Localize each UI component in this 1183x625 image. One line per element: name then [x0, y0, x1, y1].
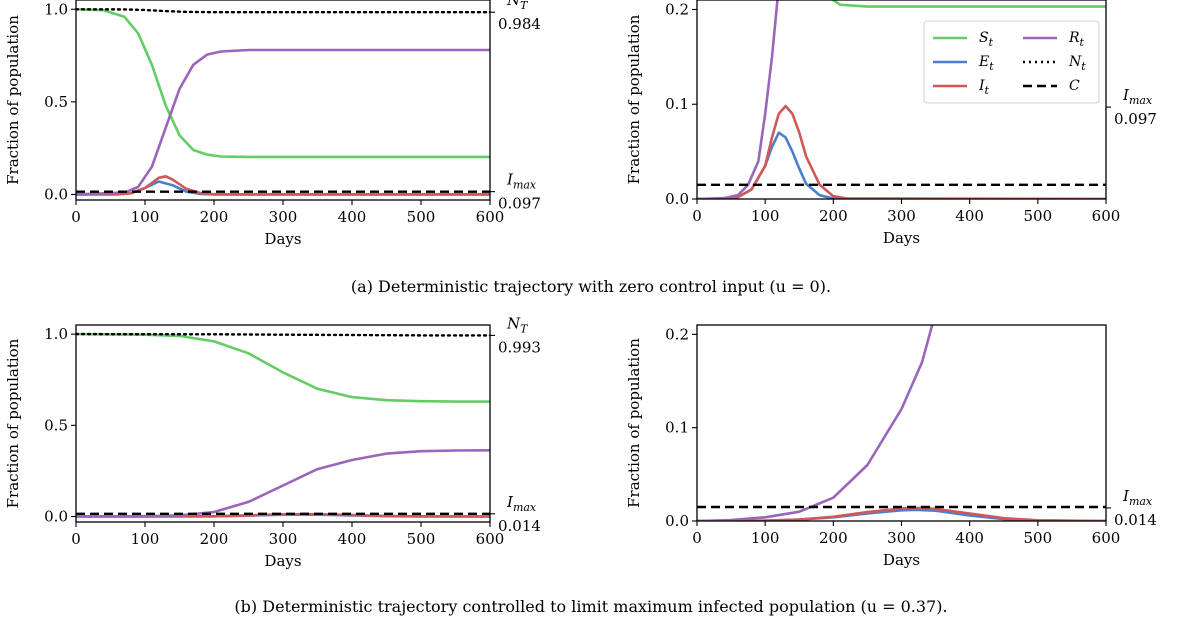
series-line-N	[76, 8, 490, 14]
x-tick-label: 0	[692, 529, 702, 547]
caption-b: (b) Deterministic trajectory controlled …	[234, 597, 947, 616]
series-group	[76, 332, 490, 518]
x-tick-label: 400	[338, 208, 367, 226]
x-tick-label: 500	[407, 208, 436, 226]
series-line-S	[76, 332, 490, 403]
x-tick-label: 600	[476, 208, 505, 226]
legend-label-C: C	[1069, 78, 1080, 94]
legend-label-N: Nt	[1068, 54, 1086, 73]
x-tick-label: 200	[200, 530, 229, 548]
right-label-name: Imax	[1122, 487, 1153, 508]
legend-label-S: St	[979, 30, 994, 49]
x-tick-label: 100	[751, 529, 780, 547]
series-line-R	[697, 325, 934, 521]
chart-b-zoom: 0 100 200 300 400 500 600 0.0 0.1 0.2 Days Fraction…	[625, 324, 1157, 569]
y-axis-label: Fraction of population	[625, 338, 643, 508]
x-axis-label: Days	[264, 552, 301, 570]
y-tick-label: 0.0	[665, 190, 689, 208]
caption-a: (a) Deterministic trajectory with zero c…	[351, 277, 831, 296]
x-tick-label: 0	[71, 530, 81, 548]
x-tick-label: 300	[269, 208, 298, 226]
right-label-name: Imax	[1122, 86, 1153, 107]
x-tick-label: 400	[955, 529, 984, 547]
x-tick-label: 300	[887, 529, 916, 547]
y-tick-label: 0.2	[665, 0, 689, 18]
series-line-E	[697, 131, 1106, 199]
series-group	[76, 8, 490, 196]
y-axis-label: Fraction of population	[625, 14, 643, 184]
right-label-value: 0.097	[1114, 110, 1157, 128]
series-line-I	[697, 104, 1106, 199]
series-line-R	[697, 0, 779, 199]
right-label-name: Imax	[506, 493, 537, 514]
x-axis-label: Days	[264, 230, 301, 248]
y-tick-label: 0.1	[665, 419, 689, 437]
x-tick-label: 400	[338, 530, 367, 548]
chart-a-zoom: 0 100 200 300 400 500 600 0.0 0.1 0.2 Days Fraction…	[625, 0, 1157, 247]
x-tick-label: 300	[887, 207, 916, 225]
plot-frame	[696, 324, 1107, 522]
y-tick-label: 0.5	[44, 416, 68, 434]
series-group	[697, 0, 1106, 199]
x-tick-label: 0	[71, 208, 81, 226]
x-tick-label: 200	[819, 207, 848, 225]
y-tick-label: 0.0	[44, 185, 68, 203]
x-tick-label: 200	[200, 208, 229, 226]
x-tick-label: 600	[1092, 207, 1121, 225]
right-label-name: NT	[506, 0, 529, 12]
x-tick-label: 200	[819, 529, 848, 547]
x-tick-label: 600	[1092, 529, 1121, 547]
legend-label-E: Et	[978, 54, 994, 73]
right-label-name: Imax	[506, 171, 537, 192]
plot-frame	[75, 0, 491, 201]
plot-frame	[75, 324, 491, 523]
right-label-name: NT	[506, 314, 529, 335]
series-line-S	[76, 8, 490, 159]
series-line-R	[76, 48, 490, 196]
y-axis-label: Fraction of population	[4, 338, 22, 508]
y-tick-label: 0.2	[665, 325, 689, 343]
series-line-I	[76, 175, 490, 196]
y-tick-label: 0.1	[665, 95, 689, 113]
right-label-value: 0.097	[498, 195, 541, 213]
x-tick-label: 100	[751, 207, 780, 225]
right-label-value: 0.014	[1114, 511, 1157, 529]
y-tick-label: 0.5	[44, 93, 68, 111]
legend-label-I: It	[978, 78, 990, 97]
series-line-N	[76, 332, 490, 337]
y-tick-label: 0.0	[665, 512, 689, 530]
y-tick-label: 0.0	[44, 508, 68, 526]
x-tick-label: 500	[1024, 207, 1053, 225]
x-tick-label: 100	[131, 530, 160, 548]
y-axis-label: Fraction of population	[4, 15, 22, 185]
x-tick-label: 0	[692, 207, 702, 225]
series-line-S	[831, 0, 1106, 8]
right-label-value: 0.014	[498, 517, 541, 535]
chart-a-full: 0 100 200 300 400 500 600 0.0 0.5 1.0 Days Fraction…	[4, 0, 541, 248]
y-tick-label: 1.0	[44, 0, 68, 18]
x-axis-label: Days	[883, 229, 920, 247]
x-tick-label: 500	[407, 530, 436, 548]
right-label-value: 0.993	[498, 338, 541, 356]
x-tick-label: 500	[1024, 529, 1053, 547]
chart-b-full: 0 100 200 300 400 500 600 0.0 0.5 1.0 Days Fraction…	[4, 314, 541, 570]
x-tick-label: 600	[476, 530, 505, 548]
series-group	[697, 325, 1106, 521]
legend-label-R: Rt	[1068, 30, 1085, 49]
right-label-value: 0.984	[498, 15, 541, 33]
legend-box	[923, 20, 1100, 104]
x-axis-label: Days	[883, 551, 920, 569]
y-tick-label: 1.0	[44, 325, 68, 343]
x-tick-label: 100	[131, 208, 160, 226]
series-line-R	[76, 449, 490, 518]
x-tick-label: 400	[955, 207, 984, 225]
x-tick-label: 300	[269, 530, 298, 548]
